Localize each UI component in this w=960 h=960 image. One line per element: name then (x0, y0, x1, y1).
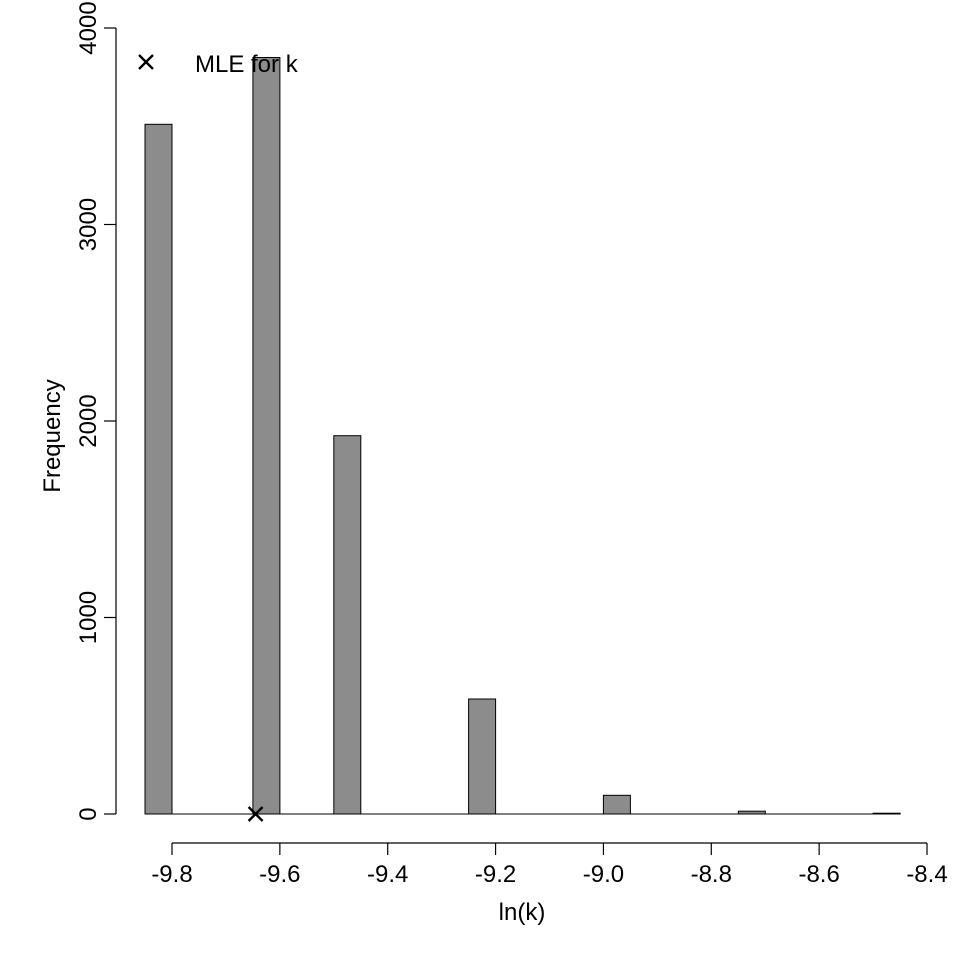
axes-layer: -9.8 -9.6 -9.4 -9.2 -9.0 -8.8 -8.6 -8.4 0 1000 200… (75, 1, 948, 888)
x-tick-label: -9.4 (367, 861, 408, 888)
legend-label: MLE for k (195, 51, 299, 78)
histogram-bar (468, 698, 497, 815)
histogram-bar (252, 57, 281, 815)
y-axis-title: Frequency (39, 379, 66, 492)
x-tick-label: -9.8 (151, 861, 192, 888)
histogram-bar (602, 794, 631, 815)
bars-layer (144, 57, 901, 815)
x-tick-label: -9.0 (583, 861, 624, 888)
mle-x-marker (247, 806, 264, 822)
x-tick-label: -9.2 (475, 861, 516, 888)
x-tick-label: -8.6 (798, 861, 839, 888)
y-tick-label: 0 (75, 807, 102, 820)
histogram-bar (333, 435, 362, 815)
y-tick-label: 3000 (75, 198, 102, 251)
x-tick-label: -8.8 (691, 861, 732, 888)
mle-layer (247, 806, 264, 822)
x-axis-title: ln(k) (499, 899, 546, 926)
y-tick-label: 2000 (75, 394, 102, 447)
y-tick-label: 1000 (75, 591, 102, 644)
histogram-bar (144, 123, 173, 815)
y-tick-label: 4000 (75, 1, 102, 54)
mle-marker-stroke (247, 806, 264, 822)
x-tick-label: -9.6 (259, 861, 300, 888)
legend-x-marker-icon (138, 54, 154, 70)
legend: MLE for k (138, 51, 299, 78)
x-tick-label: -8.4 (906, 861, 947, 888)
